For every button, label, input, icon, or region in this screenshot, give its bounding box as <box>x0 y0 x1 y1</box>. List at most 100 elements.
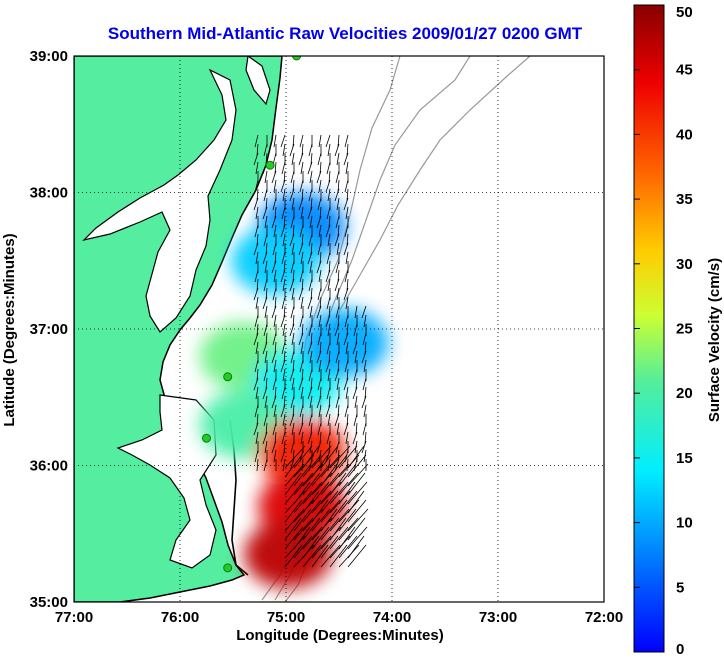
velocity-arrow <box>329 481 349 505</box>
velocity-arrow <box>311 508 331 532</box>
velocity-arrow <box>316 395 322 409</box>
velocity-arrow <box>301 278 304 292</box>
velocity-arrow <box>316 305 322 319</box>
velocity-arrow <box>336 197 340 211</box>
velocity-arrow <box>289 458 295 472</box>
velocity-arrow <box>344 224 349 238</box>
velocity-arrow <box>300 341 304 355</box>
velocity-arrow <box>272 377 277 391</box>
velocity-arrow <box>283 350 286 364</box>
velocity-arrow <box>271 440 277 454</box>
velocity-arrow <box>290 395 295 409</box>
velocity-arrow <box>263 188 268 202</box>
velocity-arrow <box>318 179 322 193</box>
velocity-arrow <box>337 224 340 238</box>
velocity-arrow <box>307 161 313 175</box>
velocity-arrow <box>254 269 259 283</box>
velocity-arrow <box>326 386 331 400</box>
velocity-arrow <box>292 404 295 418</box>
velocity-arrow <box>320 490 339 514</box>
map-title: Southern Mid-Atlantic Raw Velocities 200… <box>108 24 583 43</box>
velocity-arrow <box>284 463 305 487</box>
velocity-arrow <box>337 404 340 418</box>
velocity-arrow <box>320 544 341 568</box>
velocity-arrow <box>292 224 295 238</box>
velocity-arrow <box>328 260 331 274</box>
velocity-arrow <box>292 269 295 283</box>
velocity-arrow <box>280 269 286 283</box>
velocity-arrow <box>253 287 259 301</box>
velocity-arrow <box>302 544 322 568</box>
velocity-arrow <box>343 242 349 256</box>
velocity-arrow <box>319 386 322 400</box>
velocity-arrow <box>325 179 331 193</box>
velocity-arrow <box>271 170 277 184</box>
velocity-arrow <box>301 188 304 202</box>
velocity-arrow <box>254 404 259 418</box>
velocity-arrow <box>299 224 304 238</box>
velocity-arrow <box>273 224 277 238</box>
colorbar-tick-label: 20 <box>676 385 693 402</box>
velocity-arrow <box>272 422 277 436</box>
velocity-arrow <box>307 386 313 400</box>
velocity-arrow <box>274 431 277 445</box>
velocity-arrow <box>253 152 259 166</box>
velocity-arrow <box>280 404 286 418</box>
velocity-arrow <box>253 377 259 391</box>
velocity-arrow <box>262 296 268 310</box>
velocity-arrow <box>291 152 295 166</box>
velocity-arrow <box>271 305 277 319</box>
velocity-arrow <box>283 260 286 274</box>
velocity-arrow <box>345 431 349 445</box>
velocity-arrow <box>318 404 322 418</box>
velocity-arrow <box>255 341 259 355</box>
velocity-arrow <box>336 287 340 301</box>
velocity-arrow <box>308 143 313 157</box>
velocity-arrow <box>281 251 286 265</box>
velocity-arrow <box>329 445 351 469</box>
velocity-arrow <box>334 458 340 472</box>
velocity-arrow <box>272 332 277 346</box>
velocity-arrow <box>343 152 349 166</box>
velocity-arrow <box>254 449 259 463</box>
velocity-arrow <box>256 368 259 382</box>
velocity-arrow <box>346 188 349 202</box>
velocity-arrow <box>307 341 313 355</box>
velocity-arrow <box>302 517 321 541</box>
velocity-arrow <box>253 332 259 346</box>
velocity-arrow <box>290 440 295 454</box>
velocity-arrow <box>337 449 340 463</box>
velocity-arrow <box>320 526 342 550</box>
velocity-arrow <box>254 134 259 148</box>
velocity-arrow <box>343 377 349 391</box>
colorbar-tick-label: 40 <box>676 126 693 143</box>
velocity-arrow <box>352 341 358 355</box>
velocity-arrow <box>262 341 268 355</box>
velocity-arrow <box>281 296 286 310</box>
velocity-arrow <box>329 526 349 550</box>
velocity-arrow <box>265 332 268 346</box>
velocity-arrow <box>289 368 295 382</box>
colorbar-tick-label: 15 <box>676 450 693 467</box>
velocity-arrow <box>327 323 331 337</box>
velocity-arrow <box>272 242 277 256</box>
velocity-arrow <box>293 463 312 487</box>
velocity-arrow <box>325 269 331 283</box>
velocity-arrow <box>263 368 268 382</box>
velocity-arrow <box>300 296 304 310</box>
velocity-arrow <box>263 413 268 427</box>
velocity-arrow <box>273 134 277 148</box>
velocity-arrow <box>362 422 367 436</box>
velocity-arrow <box>316 170 322 184</box>
velocity-arrow <box>334 143 340 157</box>
velocity-arrow <box>265 287 268 301</box>
velocity-arrow <box>290 215 295 229</box>
velocity-arrow <box>326 206 331 220</box>
velocity-arrow <box>307 296 313 310</box>
velocity-arrow <box>307 431 313 445</box>
velocity-arrow <box>264 170 268 184</box>
colorbar-ticks: 0 5 10 15 20 25 30 35 40 45 50 <box>634 4 693 658</box>
velocity-arrow <box>284 454 303 478</box>
velocity-arrow <box>274 341 277 355</box>
velocity-arrow <box>327 278 331 292</box>
